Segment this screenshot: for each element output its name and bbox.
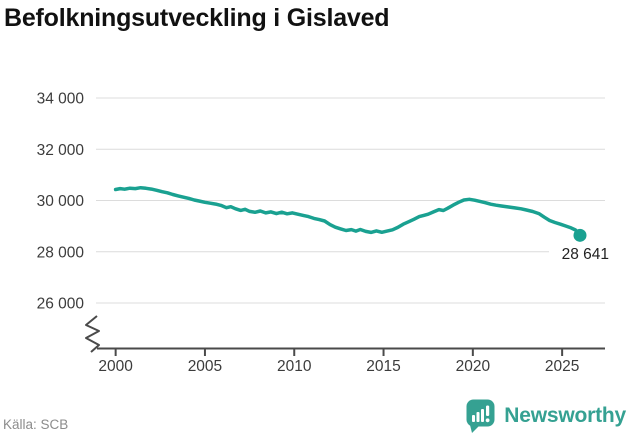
y-axis-tick-label: 30 000 <box>37 193 85 210</box>
y-axis-tick-label: 28 000 <box>37 244 85 261</box>
source-label: Källa: SCB <box>3 417 69 432</box>
last-point-marker <box>573 228 587 242</box>
y-axis-tick-label: 32 000 <box>37 142 85 159</box>
population-line <box>113 185 582 238</box>
x-axis-tick-label: 2000 <box>98 358 133 375</box>
x-axis-tick-label: 2025 <box>545 358 579 375</box>
brand-name: Newsworthy <box>504 404 626 427</box>
x-axis-tick-label: 2010 <box>277 358 312 375</box>
y-axis-tick-label: 26 000 <box>37 296 85 313</box>
newsworthy-logo: Newsworthy <box>466 399 626 433</box>
y-axis-tick-label: 34 000 <box>37 91 85 108</box>
x-axis-tick-label: 2020 <box>456 358 491 375</box>
last-value-label: 28 641 <box>562 246 609 263</box>
axis-break-icon <box>85 315 100 353</box>
last-value-label-backing <box>549 244 611 261</box>
x-axis-tick-label: 2005 <box>188 358 222 375</box>
chart-title: Befolkningsutveckling i Gislaved <box>4 4 390 32</box>
newsworthy-bubble-chart-icon <box>466 399 495 433</box>
x-axis-tick-label: 2015 <box>366 358 400 375</box>
